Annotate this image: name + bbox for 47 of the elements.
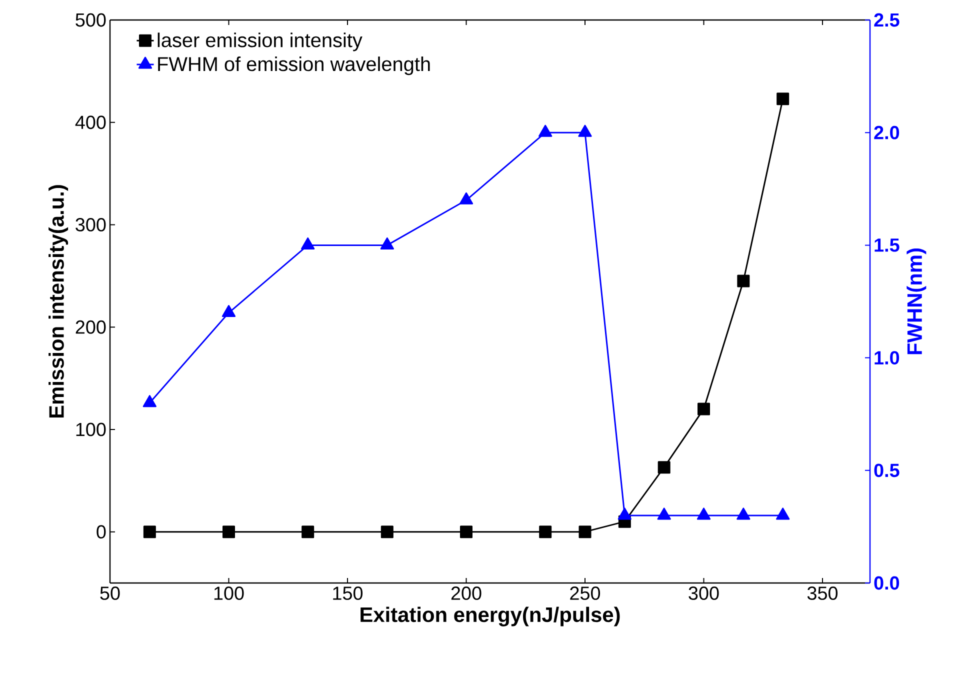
point bbox=[460, 526, 473, 538]
y-tick-label: 0 bbox=[96, 525, 106, 539]
point bbox=[736, 508, 750, 520]
point bbox=[380, 237, 394, 250]
y2-tick-label: 2.5 bbox=[874, 13, 900, 27]
point bbox=[657, 508, 671, 520]
y-tick-label: 300 bbox=[76, 218, 106, 232]
x-tick-label: 200 bbox=[451, 586, 482, 600]
point bbox=[698, 402, 710, 416]
point bbox=[301, 237, 315, 250]
y2-tick-label: 1.0 bbox=[874, 351, 900, 364]
point bbox=[618, 508, 632, 520]
point bbox=[776, 92, 790, 106]
y2-tick-label: 2.0 bbox=[874, 126, 900, 140]
x-axis-title: Exitation energy(nJ/pulse) bbox=[360, 606, 620, 626]
point bbox=[143, 526, 156, 538]
point bbox=[776, 508, 790, 520]
point bbox=[222, 305, 236, 318]
y-tick-label: 500 bbox=[76, 13, 106, 27]
point bbox=[222, 526, 235, 538]
x-tick-label: 350 bbox=[807, 586, 838, 600]
y-tick-label: 400 bbox=[75, 116, 106, 130]
point bbox=[302, 526, 314, 538]
point bbox=[696, 508, 711, 520]
x-tick-label: 250 bbox=[570, 586, 600, 600]
point bbox=[578, 124, 592, 137]
y2-tick-label: 1.5 bbox=[874, 238, 900, 252]
legend-label: laser emission intensity bbox=[158, 32, 362, 52]
y-tick-label: 200 bbox=[76, 320, 106, 334]
y2-tick-label: 0.5 bbox=[874, 464, 900, 478]
x-tick-label: 300 bbox=[688, 586, 719, 600]
y2-tick-label: 0.0 bbox=[874, 576, 900, 590]
x-tick-label: 150 bbox=[333, 586, 363, 600]
point bbox=[538, 124, 552, 137]
point bbox=[459, 192, 474, 204]
x-tick-label: 100 bbox=[214, 586, 244, 600]
legend-label: FWHM of emission wavelength bbox=[158, 56, 430, 76]
point bbox=[578, 526, 592, 538]
point bbox=[737, 274, 750, 288]
y-axis-title: Emission intensity(a.u.) bbox=[48, 185, 68, 418]
point bbox=[142, 395, 156, 408]
x-tick-label: 50 bbox=[100, 586, 120, 600]
point bbox=[658, 461, 670, 474]
y2-axis-title: FWHN(nm) bbox=[906, 248, 926, 354]
y-tick-label: 100 bbox=[76, 422, 106, 436]
point bbox=[380, 526, 394, 538]
point bbox=[539, 526, 552, 538]
